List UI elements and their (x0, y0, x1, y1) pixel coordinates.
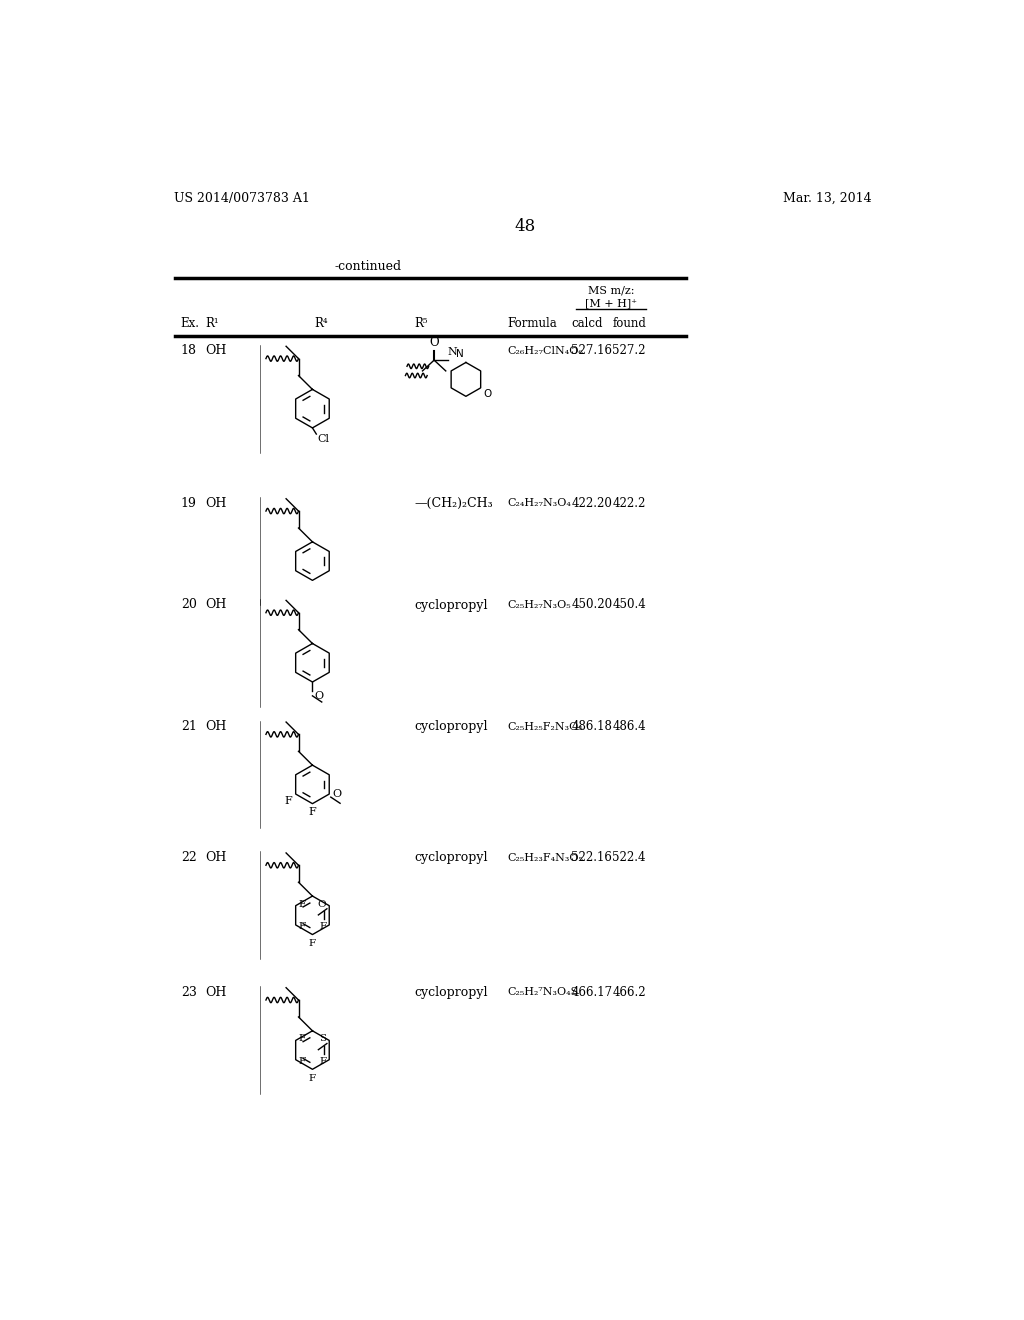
Text: N: N (447, 347, 457, 358)
Text: O: O (483, 389, 492, 400)
Text: 522.16: 522.16 (571, 851, 612, 865)
Text: C₂₅H₂₅F₂N₃O₅: C₂₅H₂₅F₂N₃O₅ (508, 722, 584, 731)
Text: OH: OH (206, 496, 227, 510)
Text: Formula: Formula (508, 317, 557, 330)
Text: C₂₅H₂₇N₃O₅: C₂₅H₂₇N₃O₅ (508, 601, 571, 610)
Text: 466.2: 466.2 (612, 986, 646, 999)
Text: F: F (308, 807, 316, 817)
Text: O: O (314, 692, 324, 701)
Text: 20: 20 (180, 598, 197, 611)
Text: 522.4: 522.4 (612, 851, 646, 865)
Text: C₂₅H₂⁷N₃O₄S: C₂₅H₂⁷N₃O₄S (508, 987, 579, 998)
Text: OH: OH (206, 598, 227, 611)
Text: O: O (333, 789, 341, 799)
Text: F: F (285, 796, 293, 805)
Text: F: F (319, 1057, 326, 1065)
Text: F: F (309, 1074, 316, 1082)
Text: F: F (299, 1035, 306, 1043)
Text: OH: OH (206, 986, 227, 999)
Text: 18: 18 (180, 345, 197, 358)
Text: [M + H]⁺: [M + H]⁺ (585, 298, 637, 308)
Text: C₂₄H₂₇N₃O₄: C₂₄H₂₇N₃O₄ (508, 499, 571, 508)
Text: Cl: Cl (317, 434, 329, 444)
Text: 486.18: 486.18 (571, 721, 612, 733)
Text: -continued: -continued (335, 260, 401, 273)
Text: O: O (429, 337, 439, 350)
Text: MS m/z:: MS m/z: (588, 286, 634, 296)
Text: 21: 21 (180, 721, 197, 733)
Text: 527.16: 527.16 (571, 345, 612, 358)
Text: 19: 19 (180, 496, 197, 510)
Text: cyclopropyl: cyclopropyl (415, 851, 488, 865)
Text: S: S (319, 1035, 326, 1043)
Text: F: F (309, 940, 316, 948)
Text: N: N (456, 350, 464, 359)
Text: F: F (299, 1057, 306, 1065)
Text: 422.2: 422.2 (612, 496, 646, 510)
Text: F: F (319, 921, 326, 931)
Text: R¹: R¹ (206, 317, 219, 330)
Text: cyclopropyl: cyclopropyl (415, 598, 488, 611)
Text: US 2014/0073783 A1: US 2014/0073783 A1 (174, 191, 310, 205)
Text: 486.4: 486.4 (612, 721, 646, 733)
Text: Ex.: Ex. (180, 317, 200, 330)
Text: 450.20: 450.20 (571, 598, 612, 611)
Text: 450.4: 450.4 (612, 598, 646, 611)
Text: —(CH₂)₂CH₃: —(CH₂)₂CH₃ (415, 496, 494, 510)
Text: F: F (299, 921, 306, 931)
Text: 422.20: 422.20 (571, 496, 612, 510)
Text: 466.17: 466.17 (571, 986, 612, 999)
Text: cyclopropyl: cyclopropyl (415, 986, 488, 999)
Text: calcd: calcd (571, 317, 603, 330)
Text: cyclopropyl: cyclopropyl (415, 721, 488, 733)
Text: O: O (317, 900, 326, 908)
Text: 527.2: 527.2 (612, 345, 646, 358)
Text: F: F (299, 900, 306, 908)
Text: found: found (612, 317, 646, 330)
Text: R⁴: R⁴ (314, 317, 328, 330)
Text: OH: OH (206, 345, 227, 358)
Text: OH: OH (206, 851, 227, 865)
Text: 22: 22 (180, 851, 197, 865)
Text: C₂₆H₂₇ClN₄O₆: C₂₆H₂₇ClN₄O₆ (508, 346, 584, 356)
Text: 48: 48 (514, 218, 536, 235)
Text: 23: 23 (180, 986, 197, 999)
Text: Mar. 13, 2014: Mar. 13, 2014 (783, 191, 872, 205)
Text: R⁵: R⁵ (415, 317, 428, 330)
Text: C₂₅H₂₃F₄N₃O₅: C₂₅H₂₃F₄N₃O₅ (508, 853, 584, 862)
Text: OH: OH (206, 721, 227, 733)
